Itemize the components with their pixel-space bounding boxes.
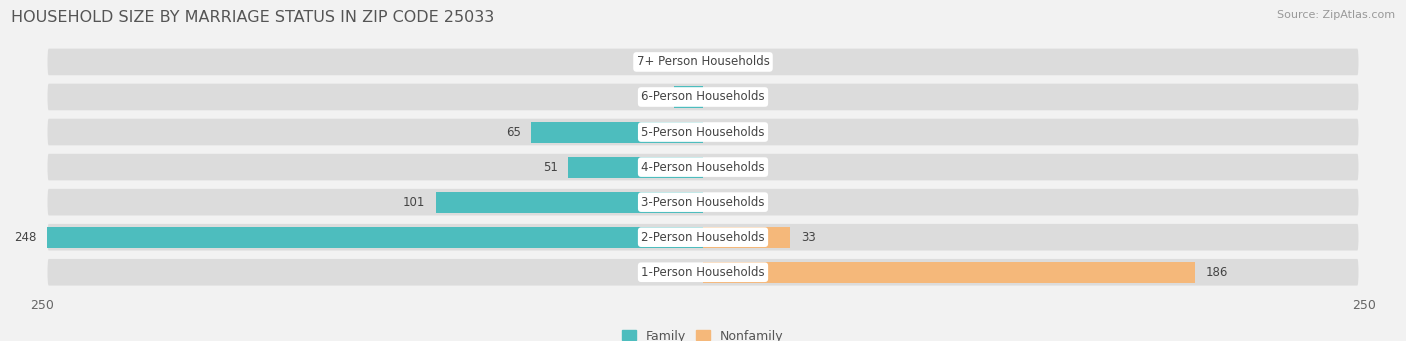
- Text: 2-Person Households: 2-Person Households: [641, 231, 765, 244]
- Text: 65: 65: [506, 125, 520, 138]
- Text: 7+ Person Households: 7+ Person Households: [637, 56, 769, 69]
- FancyBboxPatch shape: [48, 49, 1358, 75]
- Text: Source: ZipAtlas.com: Source: ZipAtlas.com: [1277, 10, 1395, 20]
- Text: 0: 0: [714, 90, 721, 104]
- Text: 101: 101: [404, 196, 426, 209]
- FancyBboxPatch shape: [48, 189, 1358, 216]
- Text: 0: 0: [714, 196, 721, 209]
- Text: 6-Person Households: 6-Person Households: [641, 90, 765, 104]
- FancyBboxPatch shape: [703, 227, 790, 248]
- FancyBboxPatch shape: [48, 154, 1358, 180]
- Text: 1-Person Households: 1-Person Households: [641, 266, 765, 279]
- Text: HOUSEHOLD SIZE BY MARRIAGE STATUS IN ZIP CODE 25033: HOUSEHOLD SIZE BY MARRIAGE STATUS IN ZIP…: [11, 10, 495, 25]
- Text: 5-Person Households: 5-Person Households: [641, 125, 765, 138]
- Text: 3-Person Households: 3-Person Households: [641, 196, 765, 209]
- Text: 11: 11: [648, 90, 664, 104]
- Text: 0: 0: [714, 161, 721, 174]
- FancyBboxPatch shape: [436, 192, 703, 213]
- FancyBboxPatch shape: [48, 227, 703, 248]
- FancyBboxPatch shape: [48, 224, 1358, 251]
- FancyBboxPatch shape: [531, 121, 703, 143]
- Text: 248: 248: [14, 231, 37, 244]
- FancyBboxPatch shape: [48, 259, 1358, 285]
- FancyBboxPatch shape: [568, 157, 703, 178]
- Text: 4-Person Households: 4-Person Households: [641, 161, 765, 174]
- Text: 33: 33: [801, 231, 815, 244]
- FancyBboxPatch shape: [673, 87, 703, 107]
- Text: 0: 0: [714, 56, 721, 69]
- Text: 51: 51: [543, 161, 558, 174]
- Legend: Family, Nonfamily: Family, Nonfamily: [623, 329, 783, 341]
- FancyBboxPatch shape: [703, 262, 1195, 283]
- FancyBboxPatch shape: [48, 84, 1358, 110]
- Text: 0: 0: [714, 125, 721, 138]
- FancyBboxPatch shape: [48, 119, 1358, 145]
- Text: 0: 0: [685, 266, 692, 279]
- Text: 186: 186: [1205, 266, 1227, 279]
- Text: 0: 0: [685, 56, 692, 69]
